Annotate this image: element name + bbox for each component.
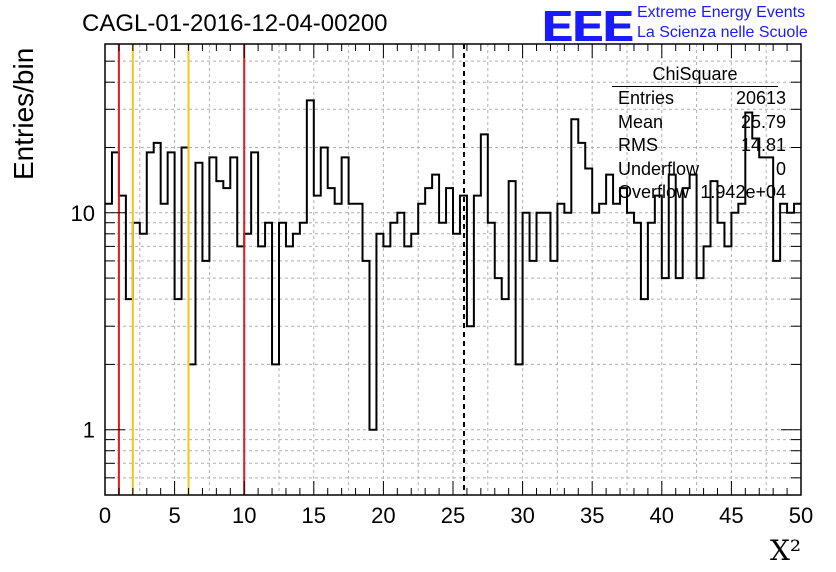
logo-line-2: La Scienza nelle Scuole xyxy=(637,24,808,41)
stats-value: 14.81 xyxy=(740,135,786,155)
logo-line-1: Extreme Energy Events xyxy=(637,4,806,21)
stats-title: ChiSquare xyxy=(612,64,778,87)
chart-title: CAGL-01-2016-12-04-00200 xyxy=(82,10,388,37)
stats-row-underflow: Underflow 0 xyxy=(610,158,786,182)
stats-value: 1.942e+04 xyxy=(700,182,786,202)
reference-lines xyxy=(117,44,465,495)
x-tick-label: 45 xyxy=(719,503,743,528)
x-tick-label: 50 xyxy=(789,503,813,528)
x-tick-label: 10 xyxy=(232,503,256,528)
x-tick-label: 35 xyxy=(580,503,604,528)
stats-row-entries: Entries 20613 xyxy=(610,87,786,111)
stats-row-mean: Mean 25.79 xyxy=(610,111,786,135)
stats-key: Overflow xyxy=(618,182,690,202)
x-tick-label: 15 xyxy=(302,503,326,528)
y-tick-label: 10 xyxy=(71,201,95,226)
x-tick-label: 40 xyxy=(650,503,674,528)
stats-value: 0 xyxy=(775,158,786,179)
eee-logo: EEE xyxy=(542,2,634,51)
stats-key: Mean xyxy=(618,111,664,132)
stats-value: 20613 xyxy=(735,88,786,108)
x-tick-label: 20 xyxy=(371,503,395,528)
stats-value: 25.79 xyxy=(740,111,786,132)
stats-row-overflow: Overflow 1.942e+04 xyxy=(610,181,786,205)
stats-key: Entries xyxy=(618,88,675,108)
y-axis-label: Entries/bin xyxy=(8,47,39,180)
histogram-series xyxy=(105,99,801,431)
y-tick-label: 1 xyxy=(83,418,95,443)
axes: 0 5 10 15 20 25 30 35 40 45 50 1 10 xyxy=(71,43,813,528)
histogram-line xyxy=(105,99,801,431)
stats-key: RMS xyxy=(618,135,658,155)
x-tick-label: 5 xyxy=(168,503,180,528)
x-tick-label: 0 xyxy=(99,503,111,528)
x-axis-label: X² xyxy=(770,534,802,567)
stats-box: ChiSquare Entries 20613 Mean 25.79 RMS 1… xyxy=(610,64,786,205)
stats-row-rms: RMS 14.81 xyxy=(610,134,786,158)
stats-key: Underflow xyxy=(618,158,700,179)
x-tick-label: 30 xyxy=(510,503,534,528)
x-tick-label: 25 xyxy=(441,503,465,528)
